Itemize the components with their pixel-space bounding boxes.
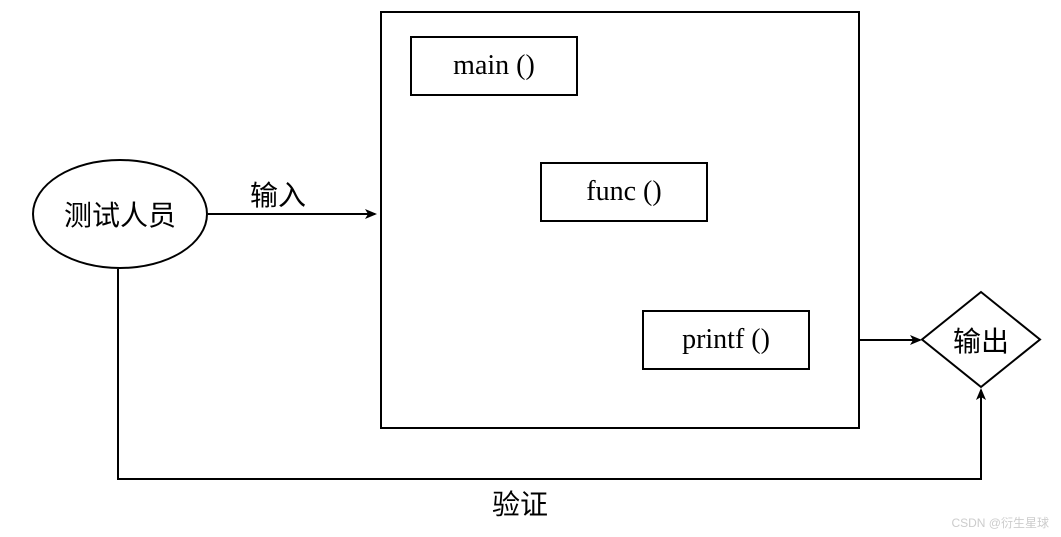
main-node: main () <box>410 36 578 96</box>
func-label: func () <box>586 176 661 208</box>
main-label: main () <box>453 50 535 82</box>
watermark: CSDN @衍生星球 <box>951 514 1049 531</box>
output-node: 输出 <box>922 292 1040 387</box>
func-node: func () <box>540 162 708 222</box>
printf-node: printf () <box>642 310 810 370</box>
printf-label: printf () <box>682 324 770 356</box>
tester-node: 测试人员 <box>32 159 208 269</box>
verify-edge-label: 验证 <box>492 483 548 523</box>
tester-label: 测试人员 <box>64 194 176 234</box>
input-edge-label: 输入 <box>250 174 306 214</box>
diagram-canvas: 测试人员 main () func () printf () 输出 输入 验证 … <box>0 0 1061 537</box>
output-label: 输出 <box>922 292 1040 387</box>
